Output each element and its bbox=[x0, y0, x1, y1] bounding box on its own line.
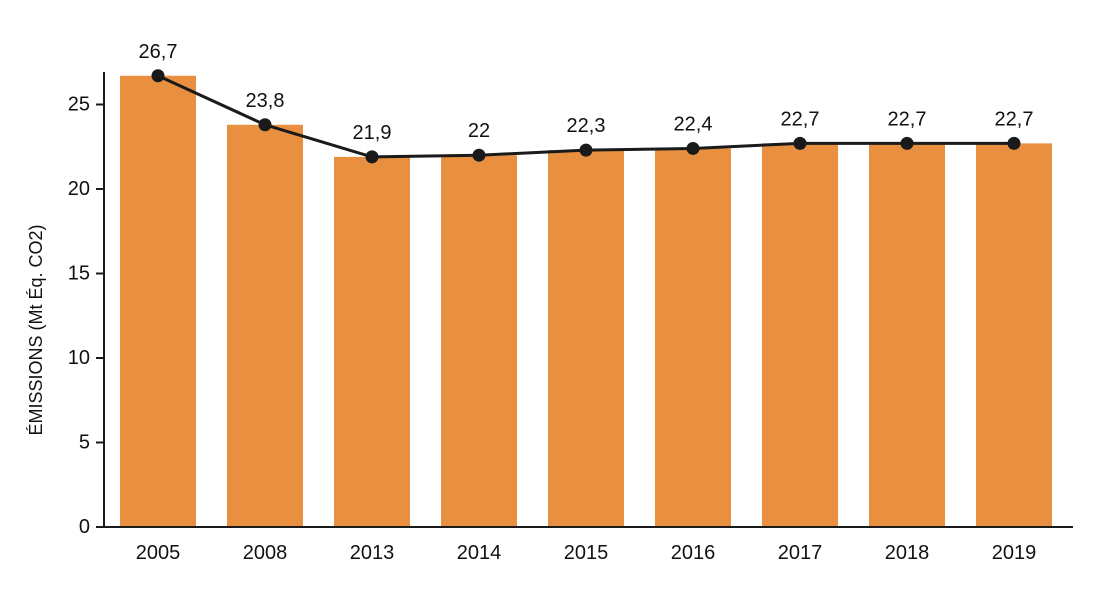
data-label-2016: 22,4 bbox=[674, 113, 713, 135]
axes-layer bbox=[96, 72, 1073, 528]
bar-2015 bbox=[548, 150, 624, 527]
bar-2013 bbox=[334, 156, 410, 527]
point-2019 bbox=[1007, 136, 1021, 150]
bar-2008 bbox=[227, 124, 303, 527]
point-2013 bbox=[365, 150, 379, 164]
bar-2018 bbox=[869, 143, 945, 527]
bars-layer bbox=[120, 75, 1052, 528]
x-tick-label-2015: 2015 bbox=[564, 542, 609, 564]
data-label-2013: 21,9 bbox=[353, 122, 392, 144]
data-label-2015: 22,3 bbox=[567, 115, 606, 137]
y-tick-label-20: 20 bbox=[68, 178, 90, 200]
data-label-2008: 23,8 bbox=[246, 90, 285, 112]
y-tick-label-5: 5 bbox=[79, 432, 90, 454]
bar-2014 bbox=[441, 155, 517, 527]
data-label-2014: 22 bbox=[468, 120, 490, 142]
bar-2005 bbox=[120, 75, 196, 528]
bar-2016 bbox=[655, 148, 731, 527]
point-2015 bbox=[579, 143, 593, 157]
x-tick-label-2014: 2014 bbox=[457, 542, 502, 564]
x-tick-label-2017: 2017 bbox=[778, 542, 823, 564]
data-label-2005: 26,7 bbox=[139, 41, 178, 63]
y-axis-label: ÉMISSIONS (Mt Éq. CO2) bbox=[26, 224, 46, 435]
labels-layer: 2005 2008 2013 2014 2015 2016 2017 2018 20190510… bbox=[68, 41, 1037, 564]
line-layer bbox=[151, 69, 1021, 164]
x-tick-label-2016: 2016 bbox=[671, 542, 716, 564]
y-tick-label-10: 10 bbox=[68, 347, 90, 369]
bar-2017 bbox=[762, 143, 838, 527]
point-2014 bbox=[472, 148, 486, 162]
y-tick-label-0: 0 bbox=[79, 516, 90, 538]
point-2005 bbox=[151, 69, 165, 83]
y-tick-label-15: 15 bbox=[68, 263, 90, 285]
data-label-2017: 22,7 bbox=[781, 108, 820, 130]
x-tick-label-2005: 2005 bbox=[136, 542, 181, 564]
x-tick-label-2013: 2013 bbox=[350, 542, 395, 564]
data-label-2019: 22,7 bbox=[995, 108, 1034, 130]
data-label-2018: 22,7 bbox=[888, 108, 927, 130]
x-tick-label-2018: 2018 bbox=[885, 542, 930, 564]
bar-2019 bbox=[976, 143, 1052, 527]
point-2008 bbox=[258, 118, 272, 132]
x-tick-label-2008: 2008 bbox=[243, 542, 288, 564]
point-2018 bbox=[900, 136, 914, 150]
point-2017 bbox=[793, 136, 807, 150]
y-tick-label-25: 25 bbox=[68, 94, 90, 116]
x-tick-label-2019: 2019 bbox=[992, 542, 1037, 564]
point-2016 bbox=[686, 141, 700, 155]
